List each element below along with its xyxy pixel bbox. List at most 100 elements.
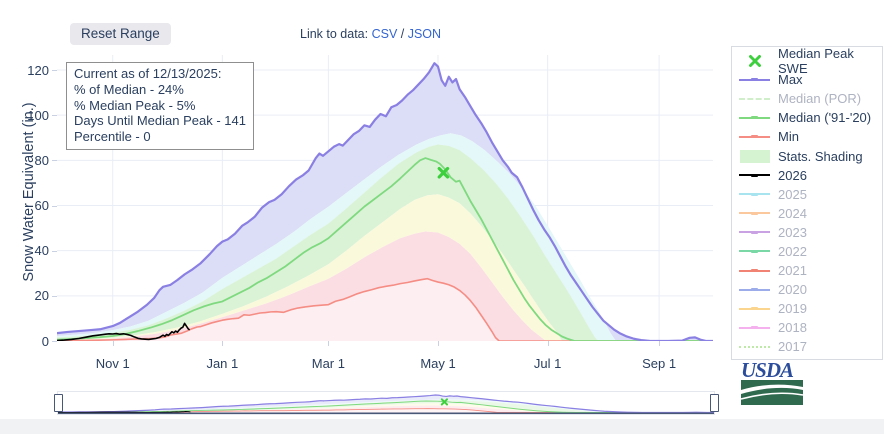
y-tick-mark xyxy=(52,70,57,71)
2019-swatch-icon xyxy=(739,307,770,311)
legend-item-min[interactable]: Min xyxy=(732,127,882,146)
range-slider-handle-left[interactable] xyxy=(54,394,63,412)
legend-item-median-por[interactable]: Median (POR) xyxy=(732,89,882,108)
min-swatch-icon xyxy=(739,135,770,139)
y-tick-mark xyxy=(52,295,57,297)
bottom-strip xyxy=(0,419,884,434)
json-link[interactable]: JSON xyxy=(407,27,442,41)
series-line-y2026 xyxy=(57,410,191,413)
legend-item-stats-shading[interactable]: Stats. Shading xyxy=(732,146,882,165)
usda-logo-swoosh xyxy=(741,384,803,394)
info-line-days-until-peak: Days Until Median Peak - 141 xyxy=(74,113,246,129)
y-axis-tick-label: 40 xyxy=(34,243,49,259)
legend-item-2022[interactable]: 2022 xyxy=(732,242,882,261)
y-tick-mark xyxy=(52,115,57,117)
2021-swatch-icon xyxy=(739,269,770,273)
legend-item-2021[interactable]: 2021 xyxy=(732,261,882,280)
legend-item-2018[interactable]: 2018 xyxy=(732,318,882,337)
x-tick-mark xyxy=(438,341,440,346)
usda-logo-text: USDA xyxy=(741,360,794,382)
legend-item-label: 2022 xyxy=(778,243,807,259)
y-tick-mark xyxy=(52,205,57,207)
legend-item-label: 2020 xyxy=(778,282,807,298)
legend-item-2017[interactable]: 2017 xyxy=(732,337,882,356)
reset-range-button[interactable]: Reset Range xyxy=(70,23,171,45)
legend-item-label: 2017 xyxy=(778,339,807,355)
y-tick-mark xyxy=(52,250,57,252)
2025-swatch-icon xyxy=(739,192,770,196)
range-slider[interactable] xyxy=(54,391,719,415)
band-30th-to-10th xyxy=(57,194,713,341)
link-to-data: Link to data: CSV / JSON xyxy=(300,27,441,41)
info-line-percentile: Percentile - 0 xyxy=(74,129,151,145)
link-separator: / xyxy=(397,27,408,41)
band-90th-to-70th xyxy=(58,399,714,413)
legend-item-2025[interactable]: 2025 xyxy=(732,185,882,204)
series-line-median xyxy=(57,157,713,341)
2026-swatch-icon xyxy=(739,173,770,177)
x-tick-mark xyxy=(222,341,224,346)
y-tick-mark xyxy=(52,160,57,162)
x-tick-mark xyxy=(659,341,661,346)
x-axis-tick-label: Sep 1 xyxy=(642,356,677,371)
legend-item-2026[interactable]: 2026 xyxy=(732,166,882,185)
legend-item-label: 2024 xyxy=(778,205,807,221)
legend-item-label: 2018 xyxy=(778,320,807,336)
series-line-min xyxy=(57,277,713,341)
y-axis-tick-label: 100 xyxy=(27,107,49,123)
legend-item-median-91-20[interactable]: Median ('91-'20) xyxy=(732,108,882,127)
x-tick-mark xyxy=(328,341,330,346)
usda-logo-swoosh-2 xyxy=(740,392,804,400)
y-axis-tick-label: 60 xyxy=(34,198,49,213)
median-91-20-swatch-icon xyxy=(739,116,770,120)
series-line-median xyxy=(57,400,715,413)
legend-item-label: Median (POR) xyxy=(778,91,862,107)
legend-item-label: 2021 xyxy=(778,263,807,279)
legend-item-label: Min xyxy=(778,129,799,145)
band-70th-to-30th xyxy=(57,144,713,341)
series-line-max xyxy=(57,394,715,414)
legend-item-2019[interactable]: 2019 xyxy=(732,299,882,318)
range-slider-chart xyxy=(57,394,715,414)
2022-swatch-icon xyxy=(739,249,770,253)
y-tick-mark xyxy=(52,341,57,342)
x-tick-mark xyxy=(547,341,549,346)
info-box: Current as of 12/13/2025: % of Median - … xyxy=(66,62,254,150)
2017-swatch-icon xyxy=(739,345,770,348)
series-line-max xyxy=(57,62,713,341)
series-line-y2026 xyxy=(57,322,190,341)
median-peak-swe-marker xyxy=(437,166,450,179)
usda-logo-field xyxy=(741,380,803,405)
median-por-swatch-icon xyxy=(739,97,770,100)
legend-item-2024[interactable]: 2024 xyxy=(732,204,882,223)
band-70th-to-30th xyxy=(58,400,714,413)
x-axis-tick-label: Nov 1 xyxy=(95,356,130,371)
legend-item-2020[interactable]: 2020 xyxy=(732,280,882,299)
2023-swatch-icon xyxy=(739,230,770,234)
band-30th-to-10th xyxy=(58,403,714,413)
x-axis-tick-label: May 1 xyxy=(420,356,456,371)
stats-shading-swatch-icon xyxy=(739,149,770,163)
y-axis-tick-label: 20 xyxy=(34,288,49,304)
y-axis-tick-label: 120 xyxy=(27,62,49,78)
csv-link[interactable]: CSV xyxy=(371,27,398,41)
x-tick-mark xyxy=(112,341,114,346)
legend-item-label: 2019 xyxy=(778,301,807,317)
x-axis-tick-label: Jan 1 xyxy=(206,356,239,371)
info-line-current: Current as of 12/13/2025: xyxy=(74,66,222,81)
info-line-pct-median-peak: % Median Peak - 5% xyxy=(74,97,196,113)
y-axis-tick-label: 0 xyxy=(41,333,49,349)
legend-item-median-peak-swe[interactable]: Median Peak SWE xyxy=(732,46,882,76)
legend-item-label: Median Peak SWE xyxy=(778,45,854,76)
legend-item-label: Median ('91-'20) xyxy=(778,110,872,126)
x-axis-tick-label: Mar 1 xyxy=(311,356,345,371)
x-axis-tick-label: Jul 1 xyxy=(533,356,562,371)
legend-item-2023[interactable]: 2023 xyxy=(732,223,882,242)
range-slider-handle-right[interactable] xyxy=(710,394,719,412)
link-to-data-label: Link to data: xyxy=(300,27,372,41)
median-peak-swe-marker xyxy=(440,398,449,406)
legend-item-max[interactable]: Max xyxy=(732,70,882,89)
band-max-to-90th xyxy=(58,395,714,413)
2020-swatch-icon xyxy=(739,288,770,292)
